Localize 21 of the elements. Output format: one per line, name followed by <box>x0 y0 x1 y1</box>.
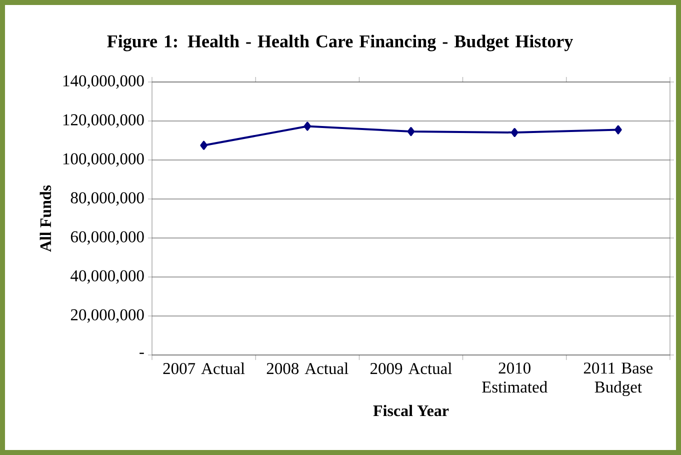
y-tick-label: 140,000,000 <box>63 75 144 89</box>
y-tick-label: 120,000,000 <box>63 114 144 128</box>
x-axis-title: Fiscal Year <box>373 404 449 416</box>
y-tick-label: 80,000,000 <box>70 192 144 206</box>
point <box>200 140 208 150</box>
chart-title: Figure 1: Health - Health Care Financing - Budget History <box>107 34 573 52</box>
y-tick-label: - <box>140 352 144 354</box>
x-tick-label: 2007 Actual <box>163 362 245 374</box>
y-tick-label: 20,000,000 <box>70 309 144 323</box>
x-tick-label: 2009 Actual <box>370 362 452 374</box>
x-tick-label: 2011 Base Budget <box>584 362 653 396</box>
point <box>510 128 518 137</box>
x-tick-label: 2010 Estimated <box>482 362 548 393</box>
y-tick-label: 60,000,000 <box>70 231 144 245</box>
y-tick-label: 100,000,000 <box>63 153 144 167</box>
point <box>407 127 415 136</box>
y-tick-label: 40,000,000 <box>70 270 144 284</box>
x-tick-label: 2008 Actual <box>266 362 348 374</box>
point <box>614 125 622 134</box>
point <box>304 122 312 131</box>
y-axis-title: All Funds <box>40 185 52 252</box>
